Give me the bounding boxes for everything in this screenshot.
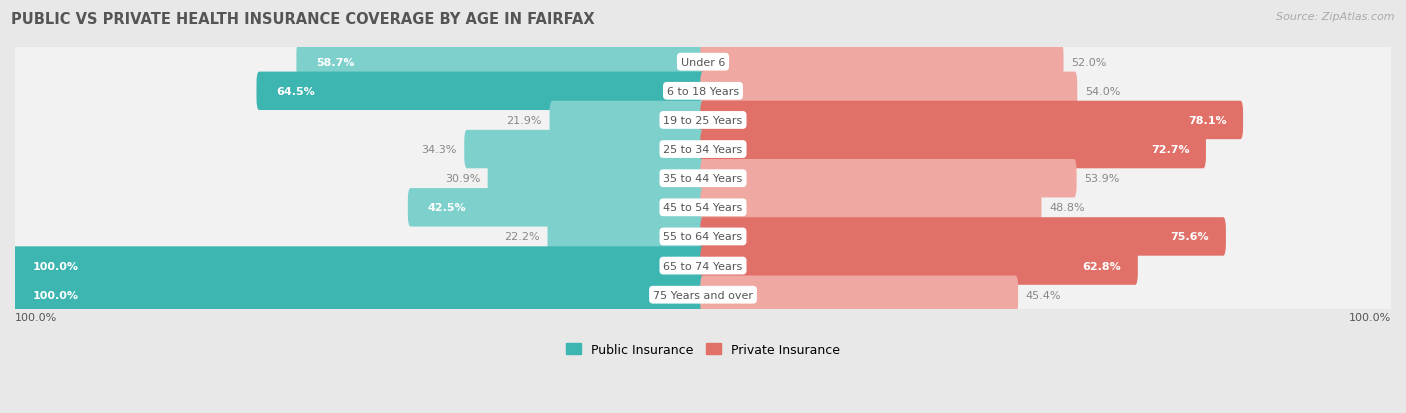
Text: 42.5%: 42.5%	[427, 203, 467, 213]
FancyBboxPatch shape	[297, 43, 706, 82]
FancyBboxPatch shape	[13, 88, 1393, 154]
Text: 58.7%: 58.7%	[316, 57, 354, 67]
Text: 75.6%: 75.6%	[1171, 232, 1209, 242]
Text: 64.5%: 64.5%	[277, 87, 315, 97]
Text: Under 6: Under 6	[681, 57, 725, 67]
Legend: Public Insurance, Private Insurance: Public Insurance, Private Insurance	[561, 338, 845, 361]
FancyBboxPatch shape	[700, 276, 1018, 314]
Text: 54.0%: 54.0%	[1085, 87, 1121, 97]
Text: 21.9%: 21.9%	[506, 116, 541, 126]
FancyBboxPatch shape	[550, 102, 706, 140]
FancyBboxPatch shape	[700, 218, 1226, 256]
FancyBboxPatch shape	[700, 102, 1243, 140]
FancyBboxPatch shape	[13, 262, 1393, 328]
Text: 100.0%: 100.0%	[32, 261, 79, 271]
Text: Source: ZipAtlas.com: Source: ZipAtlas.com	[1277, 12, 1395, 22]
Text: PUBLIC VS PRIVATE HEALTH INSURANCE COVERAGE BY AGE IN FAIRFAX: PUBLIC VS PRIVATE HEALTH INSURANCE COVER…	[11, 12, 595, 27]
Text: 19 to 25 Years: 19 to 25 Years	[664, 116, 742, 126]
FancyBboxPatch shape	[547, 218, 706, 256]
FancyBboxPatch shape	[13, 27, 1393, 98]
Text: 75 Years and over: 75 Years and over	[652, 290, 754, 300]
Text: 22.2%: 22.2%	[505, 232, 540, 242]
FancyBboxPatch shape	[13, 276, 706, 314]
FancyBboxPatch shape	[700, 43, 1063, 82]
Text: 6 to 18 Years: 6 to 18 Years	[666, 87, 740, 97]
FancyBboxPatch shape	[408, 189, 706, 227]
FancyBboxPatch shape	[13, 116, 1393, 183]
FancyBboxPatch shape	[488, 159, 706, 198]
Text: 78.1%: 78.1%	[1188, 116, 1226, 126]
Text: 100.0%: 100.0%	[1348, 313, 1391, 323]
Text: 34.3%: 34.3%	[422, 145, 457, 155]
FancyBboxPatch shape	[700, 159, 1077, 198]
FancyBboxPatch shape	[256, 72, 706, 111]
FancyBboxPatch shape	[13, 59, 1393, 125]
FancyBboxPatch shape	[13, 260, 1393, 330]
FancyBboxPatch shape	[13, 204, 1393, 270]
FancyBboxPatch shape	[700, 247, 1137, 285]
Text: 65 to 74 Years: 65 to 74 Years	[664, 261, 742, 271]
FancyBboxPatch shape	[700, 72, 1077, 111]
Text: 53.9%: 53.9%	[1084, 174, 1119, 184]
Text: 52.0%: 52.0%	[1071, 57, 1107, 67]
Text: 30.9%: 30.9%	[444, 174, 479, 184]
FancyBboxPatch shape	[13, 233, 1393, 299]
Text: 55 to 64 Years: 55 to 64 Years	[664, 232, 742, 242]
FancyBboxPatch shape	[700, 131, 1206, 169]
Text: 100.0%: 100.0%	[32, 290, 79, 300]
FancyBboxPatch shape	[464, 131, 706, 169]
Text: 100.0%: 100.0%	[15, 313, 58, 323]
FancyBboxPatch shape	[13, 202, 1393, 272]
FancyBboxPatch shape	[13, 173, 1393, 243]
Text: 45.4%: 45.4%	[1025, 290, 1062, 300]
FancyBboxPatch shape	[13, 146, 1393, 212]
FancyBboxPatch shape	[13, 29, 1393, 96]
FancyBboxPatch shape	[13, 144, 1393, 214]
FancyBboxPatch shape	[13, 231, 1393, 301]
FancyBboxPatch shape	[13, 175, 1393, 241]
Text: 25 to 34 Years: 25 to 34 Years	[664, 145, 742, 155]
Text: 45 to 54 Years: 45 to 54 Years	[664, 203, 742, 213]
FancyBboxPatch shape	[13, 247, 706, 285]
FancyBboxPatch shape	[13, 114, 1393, 185]
Text: 72.7%: 72.7%	[1150, 145, 1189, 155]
Text: 48.8%: 48.8%	[1049, 203, 1084, 213]
FancyBboxPatch shape	[13, 57, 1393, 127]
Text: 35 to 44 Years: 35 to 44 Years	[664, 174, 742, 184]
FancyBboxPatch shape	[13, 85, 1393, 156]
Text: 62.8%: 62.8%	[1083, 261, 1122, 271]
FancyBboxPatch shape	[700, 189, 1042, 227]
